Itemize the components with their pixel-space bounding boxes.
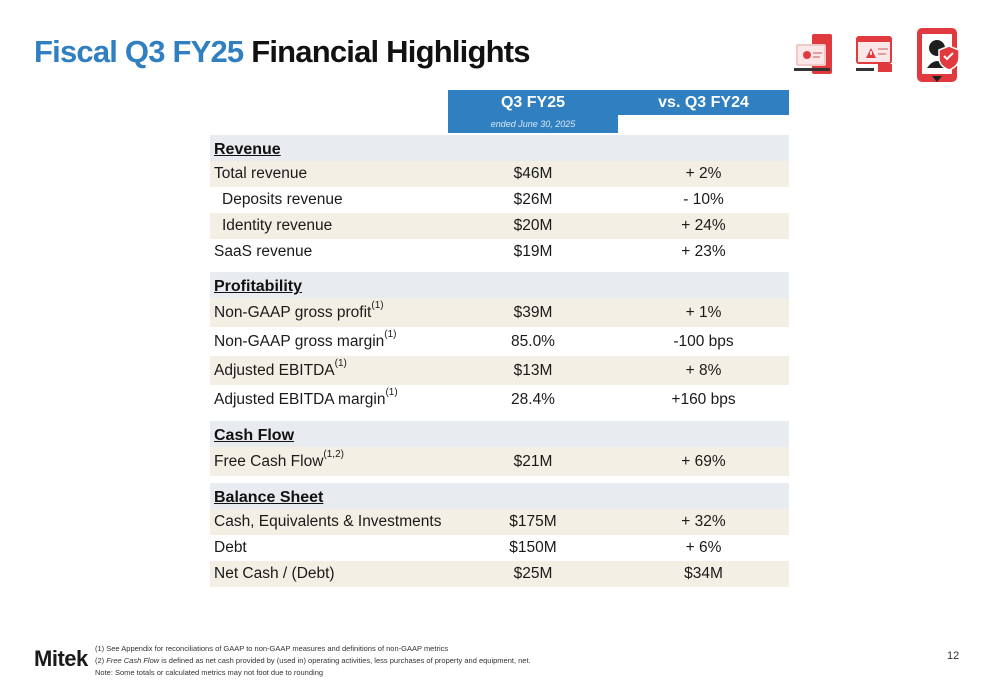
table-header: Q3 FY25 vs. Q3 FY24 <box>210 90 789 115</box>
section-cash-flow: Cash Flow <box>210 421 789 447</box>
section-profitability: Profitability <box>210 272 789 298</box>
footnotes: (1) See Appendix for reconciliations of … <box>95 643 531 679</box>
alert-id-card-icon <box>856 36 892 72</box>
table-row: Net Cash / (Debt) $25M $34M <box>210 561 789 587</box>
footnote-1: (1) See Appendix for reconciliations of … <box>95 644 449 653</box>
table-row: Adjusted EBITDA margin(1) 28.4% +160 bps <box>214 386 736 409</box>
title-subject: Financial Highlights <box>251 34 530 69</box>
table-row: Debt $150M + 6% <box>214 539 722 556</box>
col-header-vs-q3-fy24: vs. Q3 FY24 <box>618 90 789 115</box>
table-row: Free Cash Flow(1,2) $21M + 69% <box>210 447 789 476</box>
financial-highlights-table: Q3 FY25 vs. Q3 FY24 ended June 30, 2025 … <box>210 90 789 587</box>
table-row: Non-GAAP gross margin(1) 85.0% -100 bps <box>214 328 734 351</box>
footnote-2: (2) Free Cash Flow is defined as net cas… <box>95 656 531 665</box>
table-row: Non-GAAP gross profit(1) $39M + 1% <box>210 298 789 327</box>
table-row: Deposits revenue $26M - 10% <box>222 191 724 208</box>
table-row: Total revenue $46M + 2% <box>210 161 789 187</box>
table-row: Cash, Equivalents & Investments $175M + … <box>210 509 789 535</box>
table-row: Identity revenue $20M + 24% <box>210 213 789 239</box>
section-balance-sheet: Balance Sheet <box>210 483 789 509</box>
table-row: Adjusted EBITDA(1) $13M + 8% <box>210 356 789 385</box>
header-icons <box>794 28 960 82</box>
footnote-rounding: Note: Some totals or calculated metrics … <box>95 668 324 677</box>
period-note: ended June 30, 2025 <box>448 115 618 133</box>
section-revenue: Revenue <box>210 135 789 161</box>
page-number: 12 <box>947 650 960 662</box>
mitek-logo: Mitek <box>34 646 88 671</box>
check-card-icon <box>794 34 832 74</box>
table-row: SaaS revenue $19M + 23% <box>214 243 726 260</box>
title-period: Fiscal Q3 FY25 <box>34 34 244 69</box>
page-title: Fiscal Q3 FY25 Financial Highlights <box>34 34 531 70</box>
phone-face-shield-icon <box>917 28 960 82</box>
col-header-q3-fy25: Q3 FY25 <box>448 90 618 115</box>
